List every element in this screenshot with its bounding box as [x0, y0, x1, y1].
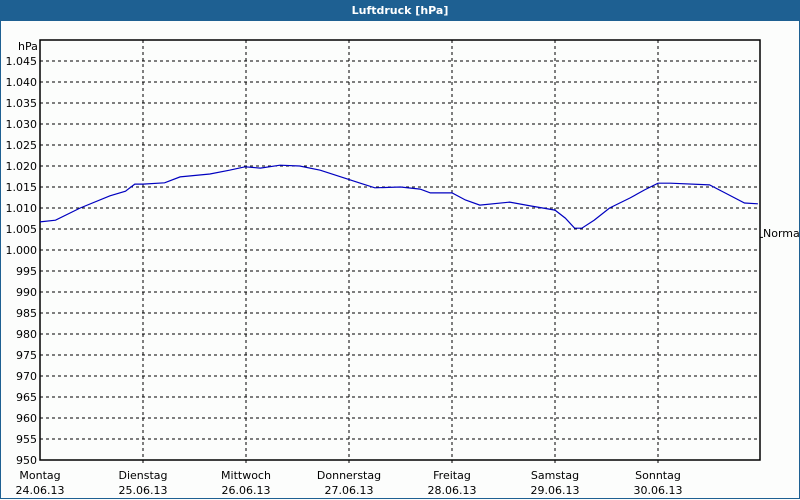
y-tick-label: 1.010	[6, 202, 38, 215]
y-tick-label: 1.020	[6, 160, 38, 173]
normal-annotation: Normal	[763, 227, 800, 240]
chart-title: Luftdruck [hPa]	[0, 0, 800, 21]
x-tick-day: Sonntag	[635, 469, 681, 482]
x-tick-date: 27.06.13	[325, 484, 374, 497]
plot-area	[39, 39, 761, 461]
y-tick-label: 1.005	[6, 223, 38, 236]
x-tick-date: 24.06.13	[16, 484, 65, 497]
y-tick-label: 1.000	[6, 244, 38, 257]
x-tick-date: 26.06.13	[222, 484, 271, 497]
y-axis: 950 955 960 965 970 975 980 985 990 995 1.000 1.005…	[6, 55, 38, 467]
y-tick-label: 980	[16, 328, 37, 341]
pressure-line	[39, 164, 758, 229]
x-tick-date: 30.06.13	[634, 484, 683, 497]
x-tick-day: Samstag	[531, 469, 579, 482]
grid-lines	[40, 40, 763, 464]
x-tick-date: 29.06.13	[531, 484, 580, 497]
y-tick-label: 965	[16, 391, 37, 404]
y-tick-label: 1.025	[6, 139, 38, 152]
y-tick-label: 985	[16, 307, 37, 320]
x-axis: Montag 24.06.13 Dienstag 25.06.13 Mittwoch 26…	[16, 469, 683, 497]
y-tick-label: 1.030	[6, 118, 38, 131]
x-tick-day: Mittwoch	[221, 469, 271, 482]
y-tick-label: 995	[16, 265, 37, 278]
y-axis-label: hPa	[18, 40, 38, 53]
y-tick-label: 990	[16, 286, 37, 299]
y-tick-label: 1.045	[6, 55, 38, 68]
y-tick-label: 960	[16, 412, 37, 425]
x-tick-date: 25.06.13	[119, 484, 168, 497]
y-tick-label: 1.015	[6, 181, 38, 194]
y-tick-label: 970	[16, 370, 37, 383]
y-tick-label: 950	[16, 454, 37, 467]
y-tick-label: 1.035	[6, 97, 38, 110]
y-tick-label: 955	[16, 433, 37, 446]
y-tick-label: 975	[16, 349, 37, 362]
y-tick-label: 1.040	[6, 76, 38, 89]
x-tick-day: Donnerstag	[317, 469, 381, 482]
x-tick-day: Freitag	[433, 469, 471, 482]
x-tick-date: 28.06.13	[428, 484, 477, 497]
x-tick-day: Dienstag	[118, 469, 167, 482]
x-tick-day: Montag	[19, 469, 60, 482]
